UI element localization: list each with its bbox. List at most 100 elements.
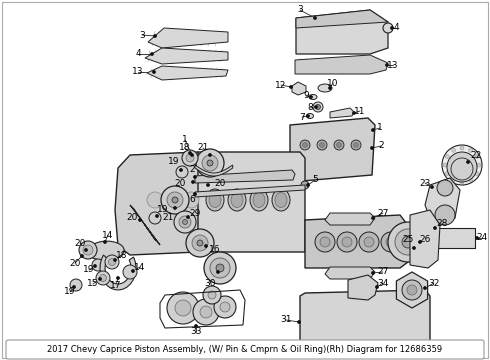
Text: 1: 1 (182, 135, 188, 144)
Circle shape (402, 280, 422, 300)
Circle shape (386, 63, 389, 67)
Circle shape (371, 216, 374, 220)
Text: 20: 20 (214, 179, 226, 188)
Circle shape (307, 114, 310, 117)
Circle shape (167, 292, 199, 324)
Ellipse shape (318, 84, 332, 92)
Text: 10: 10 (327, 78, 339, 87)
Circle shape (359, 232, 379, 252)
Text: 27: 27 (377, 267, 389, 276)
Ellipse shape (253, 193, 265, 207)
Ellipse shape (228, 189, 246, 211)
Circle shape (99, 274, 106, 282)
Circle shape (108, 258, 116, 266)
Circle shape (155, 215, 158, 217)
Circle shape (195, 324, 197, 328)
Circle shape (353, 143, 359, 148)
Circle shape (328, 86, 332, 90)
Circle shape (383, 23, 393, 33)
Circle shape (182, 150, 198, 166)
Text: 27: 27 (377, 208, 389, 217)
Text: 2: 2 (189, 166, 195, 175)
Circle shape (161, 186, 189, 214)
Circle shape (186, 229, 214, 257)
Circle shape (443, 163, 447, 167)
Circle shape (179, 168, 182, 171)
Circle shape (447, 152, 477, 182)
Circle shape (176, 166, 188, 178)
Circle shape (435, 205, 455, 225)
Circle shape (468, 148, 472, 152)
Circle shape (468, 178, 472, 182)
Circle shape (194, 175, 196, 179)
Circle shape (193, 299, 219, 325)
Circle shape (388, 222, 428, 262)
Text: 5: 5 (312, 175, 318, 184)
Ellipse shape (309, 94, 317, 99)
Circle shape (386, 237, 396, 247)
Text: 24: 24 (476, 234, 488, 243)
Text: 26: 26 (419, 235, 431, 244)
Polygon shape (195, 185, 305, 197)
Text: 21: 21 (197, 144, 209, 153)
Circle shape (117, 276, 120, 279)
Circle shape (200, 306, 212, 318)
Text: 16: 16 (209, 246, 221, 255)
Circle shape (204, 252, 236, 284)
Text: 7: 7 (299, 112, 305, 122)
Text: 29: 29 (189, 208, 201, 217)
Polygon shape (195, 170, 295, 183)
Text: 20: 20 (126, 213, 138, 222)
Circle shape (451, 178, 456, 182)
Circle shape (206, 184, 210, 186)
Text: 14: 14 (102, 230, 114, 239)
Circle shape (208, 291, 216, 299)
Circle shape (207, 160, 213, 166)
Ellipse shape (231, 193, 243, 207)
Circle shape (297, 320, 300, 324)
Polygon shape (148, 28, 228, 48)
Circle shape (371, 271, 374, 274)
Circle shape (167, 192, 183, 208)
Text: 18: 18 (179, 144, 191, 153)
Circle shape (301, 181, 309, 189)
Circle shape (147, 192, 163, 208)
Polygon shape (296, 10, 388, 28)
Circle shape (194, 193, 196, 195)
Circle shape (165, 192, 181, 208)
Circle shape (192, 235, 208, 251)
Polygon shape (130, 205, 160, 245)
Circle shape (310, 95, 313, 99)
Circle shape (203, 286, 221, 304)
Circle shape (431, 185, 434, 189)
Circle shape (475, 237, 479, 239)
Polygon shape (192, 152, 305, 252)
Circle shape (319, 143, 324, 148)
Text: 1: 1 (377, 123, 383, 132)
Circle shape (214, 296, 236, 318)
Circle shape (314, 17, 317, 19)
Circle shape (173, 207, 176, 210)
Circle shape (103, 240, 106, 243)
Text: 23: 23 (419, 179, 431, 188)
Text: 28: 28 (436, 220, 448, 229)
Ellipse shape (250, 189, 268, 211)
Circle shape (153, 35, 156, 37)
Text: 13: 13 (132, 68, 144, 77)
Text: 19: 19 (168, 158, 180, 166)
Circle shape (466, 161, 469, 163)
Ellipse shape (307, 113, 314, 118)
Text: 25: 25 (402, 235, 414, 244)
Circle shape (475, 154, 479, 158)
Text: 2017 Chevy Caprice Piston Assembly, (W/ Pin & Cmprn & Oil Ring)(Rh) Diagram for : 2017 Chevy Caprice Piston Assembly, (W/ … (48, 346, 442, 355)
Polygon shape (325, 213, 375, 225)
Circle shape (351, 140, 361, 150)
Polygon shape (290, 118, 375, 182)
Circle shape (370, 147, 373, 149)
Text: 4: 4 (135, 49, 141, 58)
Circle shape (391, 27, 393, 30)
Circle shape (217, 270, 220, 274)
Circle shape (197, 240, 203, 246)
Ellipse shape (275, 193, 287, 207)
Circle shape (418, 240, 421, 243)
